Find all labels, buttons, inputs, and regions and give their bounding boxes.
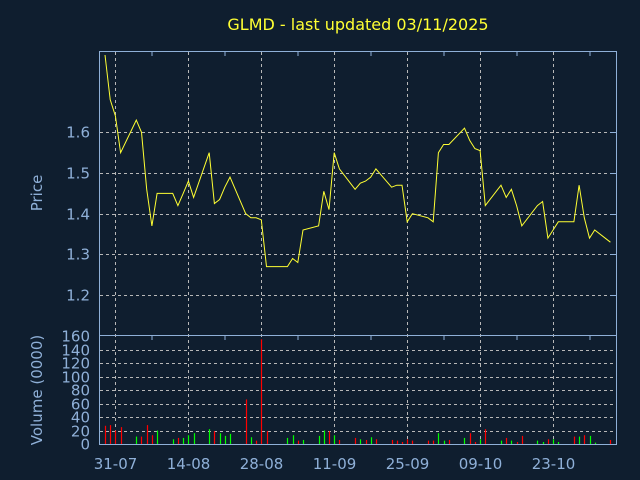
date-tick-label: 11-09 <box>313 455 357 473</box>
price-tick-label: 1.3 <box>66 246 90 264</box>
price-tick-label: 1.2 <box>66 287 90 305</box>
price-tick-label: 1.5 <box>66 165 90 183</box>
date-tick-label: 31-07 <box>94 455 138 473</box>
volume-tick-label: 80 <box>71 382 90 400</box>
volume-plot-frame <box>99 335 617 445</box>
price-tick-label: 1.4 <box>66 206 90 224</box>
volume-tick-label: 120 <box>61 355 90 373</box>
volume-axis-label: Volume (0000) <box>28 335 46 445</box>
volume-tick-label: 160 <box>61 328 90 346</box>
volume-tick-label: 140 <box>61 342 90 360</box>
price-plot-frame <box>99 51 617 336</box>
price-series-line <box>104 54 611 268</box>
grid <box>100 52 616 444</box>
date-tick-label: 09-10 <box>459 455 503 473</box>
volume-tick-label: 60 <box>71 396 90 414</box>
date-tick-label: 28-08 <box>240 455 284 473</box>
volume-tick-label: 20 <box>71 423 90 441</box>
volume-bars <box>104 339 612 444</box>
price-tick-label: 1.6 <box>66 124 90 142</box>
price-axis-label: Price <box>28 175 46 212</box>
volume-tick-label: 0 <box>80 436 90 454</box>
date-tick-label: 14-08 <box>167 455 211 473</box>
chart-title: GLMD - last updated 03/11/2025 <box>227 15 488 34</box>
date-tick-label: 23-10 <box>532 455 576 473</box>
date-tick-label: 25-09 <box>386 455 430 473</box>
volume-tick-label: 40 <box>71 409 90 427</box>
price-line <box>104 54 611 268</box>
volume-tick-label: 100 <box>61 369 90 387</box>
